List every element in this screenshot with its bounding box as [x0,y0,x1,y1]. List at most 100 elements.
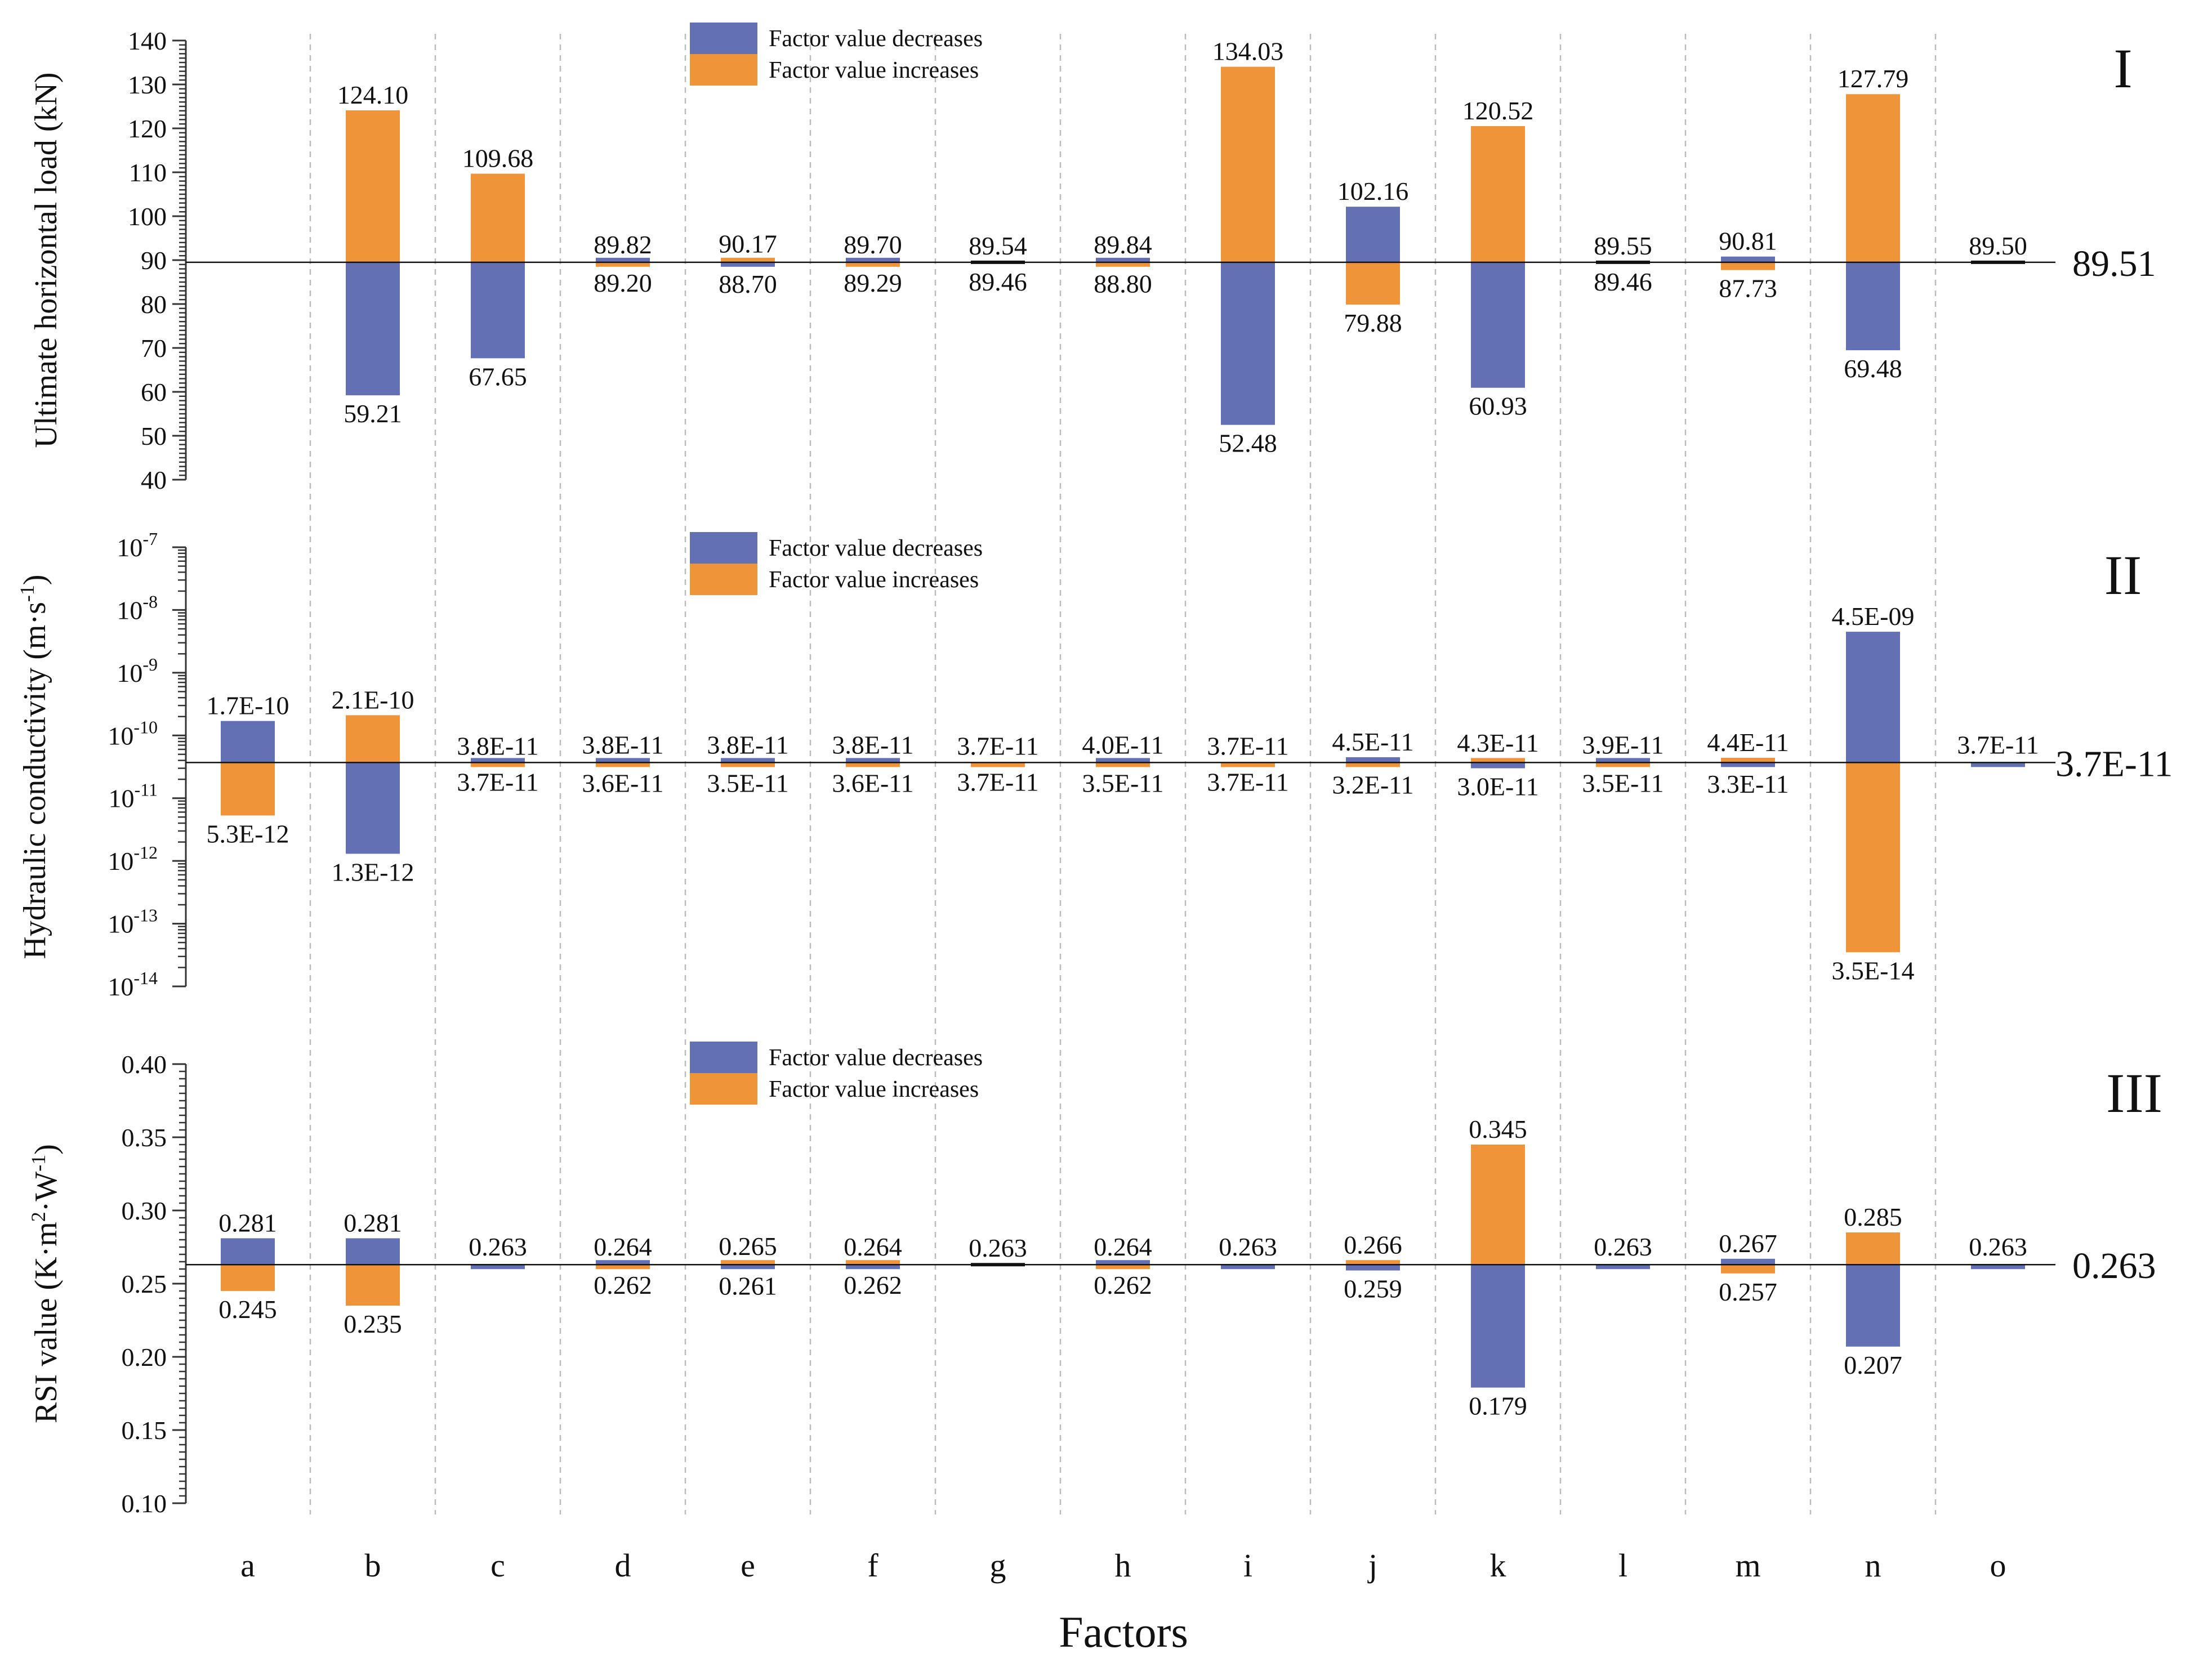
value-label-decrease-m: 3.3E-11 [1707,770,1789,798]
value-label-increase-h: 88.80 [1094,269,1152,298]
category-label-j: j [1367,1547,1377,1584]
bar-decrease-m [1721,1258,1775,1265]
legend-label-increase: Factor value increases [769,1076,979,1102]
value-label-lower-g: 89.46 [969,267,1027,296]
value-label-increase-n: 127.79 [1838,64,1909,93]
bar-decrease-k [1471,262,1525,388]
legend-swatch-decrease [690,1042,757,1073]
value-label-decrease-a: 1.7E-10 [207,691,289,720]
bar-increase-a [221,762,275,816]
bar-decrease-e [721,262,775,267]
legend: Factor value decreases Factor value incre… [690,1042,983,1105]
value-label-increase-m: 0.257 [1719,1277,1777,1306]
category-label-g: g [990,1547,1006,1584]
value-label-increase-j: 3.2E-11 [1332,770,1413,799]
bar-decrease-f [846,257,900,262]
value-label-decrease-j: 0.259 [1344,1275,1402,1303]
bar-increase-e [721,1260,775,1265]
value-label-increase-i: 134.03 [1212,37,1284,66]
y-tick-label: 100 [128,202,167,231]
category-label-h: h [1115,1547,1131,1584]
bar-increase-k [1471,1145,1525,1265]
value-label-increase-j: 79.88 [1344,309,1402,337]
y-tick-label: 50 [141,422,167,450]
value-label-decrease-d: 3.8E-11 [582,730,663,759]
value-label-increase-e: 90.17 [719,230,777,258]
value-label-decrease-i: 0.263 [1219,1232,1277,1261]
y-tick-label: 10-9 [117,654,158,687]
value-label-increase-n: 0.285 [1844,1203,1902,1231]
value-label-increase-m: 4.4E-11 [1707,728,1789,757]
value-label-decrease-f: 89.70 [844,230,902,259]
value-label-lower-l: 89.46 [1594,267,1652,296]
category-label-f: f [867,1547,878,1584]
category-label-l: l [1618,1547,1627,1584]
value-label-decrease-c: 0.263 [469,1232,527,1261]
panel-id: III [2106,1062,2162,1124]
category-label-d: d [615,1547,631,1584]
panel-id: I [2113,37,2132,100]
bar-decrease-d [596,758,650,763]
value-label-decrease-e: 88.70 [719,270,777,298]
value-label-decrease-e: 0.261 [719,1271,777,1300]
bar-decrease-e [721,758,775,763]
value-label-increase-h: 0.262 [1094,1271,1152,1299]
bar-decrease-a [221,1238,275,1265]
value-label-decrease-i: 3.7E-11 [1207,731,1288,760]
bar-increase-n [1846,762,1900,953]
bar-increase-e [721,257,775,262]
bar-increase-m [1721,262,1775,270]
value-label-increase-j: 0.266 [1344,1230,1402,1259]
bar-increase-k [1471,126,1525,262]
category-label-n: n [1865,1547,1881,1584]
y-tick-label: 0.25 [122,1270,167,1298]
value-label-increase-d: 0.262 [594,1271,652,1299]
value-label-decrease-j: 102.16 [1337,177,1409,205]
bar-decrease-c [471,262,525,359]
y-tick-label: 10-11 [109,780,158,813]
bar-decrease-h [1096,1260,1150,1265]
value-label-decrease-b: 59.21 [344,399,402,428]
value-label-increase-f: 0.264 [844,1232,902,1261]
bar-decrease-l [1596,1265,1650,1270]
value-label-increase-e: 3.5E-11 [707,769,788,797]
baseline-value-label: 89.51 [2072,243,2156,284]
value-label-increase-e: 0.265 [719,1232,777,1261]
bar-increase-b [346,1265,400,1306]
legend-label-increase: Factor value increases [769,57,979,83]
y-tick-label: 10-8 [117,591,158,624]
bar-decrease-h [1096,758,1150,763]
y-tick-label: 70 [141,334,167,363]
value-label-increase-l: 3.5E-11 [1582,769,1664,797]
value-label-increase-c: 109.68 [462,144,534,172]
value-label-decrease-h: 4.0E-11 [1082,730,1163,759]
bar-decrease-k [1471,1265,1525,1388]
legend-label-increase: Factor value increases [769,567,979,593]
value-label-increase-f: 3.6E-11 [832,769,913,797]
y-tick-label: 10-12 [108,842,158,875]
bar-decrease-l [1596,758,1650,763]
y-tick-label: 90 [141,246,167,275]
value-label-upper-l: 89.55 [1594,231,1652,260]
category-label-m: m [1735,1547,1760,1584]
bar-increase-i [1221,762,1275,767]
legend-swatch-decrease [690,23,757,54]
value-label-upper-g: 89.54 [969,231,1027,260]
y-tick-label: 0.15 [122,1416,167,1445]
value-label-increase-k: 4.3E-11 [1457,729,1538,757]
bar-decrease-e [721,1265,775,1270]
bar-increase-k [1471,758,1525,763]
bar-decrease-a [221,721,275,763]
bar-decrease-i [1221,262,1275,425]
bar-decrease-o [1971,1265,2025,1270]
value-label-increase-k: 120.52 [1462,96,1534,125]
bar-increase-b [346,715,400,763]
bar-decrease-j [1346,757,1400,763]
bar-decrease-j [1346,207,1400,262]
value-label-increase-a: 5.3E-12 [207,819,289,848]
bar-decrease-c [471,758,525,763]
bar-increase-d [596,762,650,767]
bar-decrease-n [1846,262,1900,351]
bar-decrease-n [1846,1265,1900,1347]
